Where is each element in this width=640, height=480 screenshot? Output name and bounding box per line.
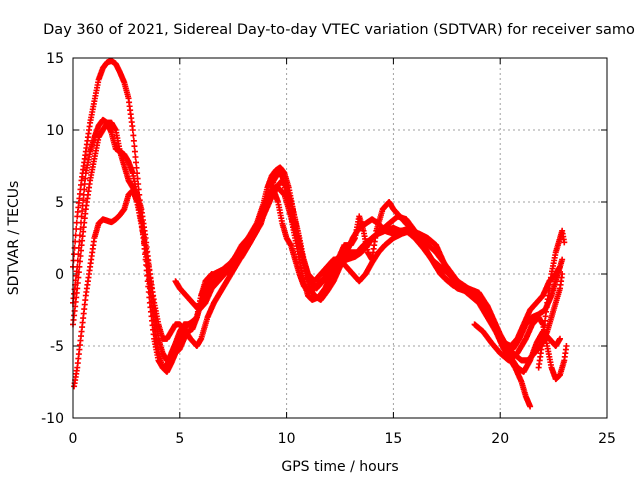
chart-title: Day 360 of 2021, Sidereal Day-to-day VTE… bbox=[43, 22, 635, 38]
data-point-marker bbox=[559, 271, 566, 277]
data-point-marker bbox=[129, 127, 136, 133]
data-point-marker bbox=[75, 269, 82, 276]
data-point-marker bbox=[78, 247, 85, 254]
data-point-marker bbox=[132, 154, 139, 160]
data-point-marker bbox=[71, 251, 78, 258]
data-point-marker bbox=[76, 263, 83, 270]
data-point-marker bbox=[130, 137, 137, 144]
x-tick-label: 15 bbox=[384, 431, 402, 447]
data-point-marker bbox=[133, 159, 140, 166]
data-point-marker bbox=[561, 239, 568, 246]
data-point-marker bbox=[135, 181, 142, 187]
x-tick-label: 10 bbox=[278, 431, 296, 447]
x-tick-labels: 0 5 10 15 20 25 bbox=[69, 431, 616, 447]
x-axis-label: GPS time / hours bbox=[281, 459, 398, 475]
data-point-marker bbox=[130, 132, 137, 139]
x-tick-label: 5 bbox=[175, 431, 184, 447]
data-point-marker bbox=[563, 343, 570, 349]
x-tick-label: 25 bbox=[598, 431, 616, 447]
series-track-5 bbox=[172, 177, 566, 364]
data-point-marker bbox=[73, 226, 80, 232]
y-tick-label: 10 bbox=[46, 123, 64, 139]
data-point-marker bbox=[74, 285, 81, 292]
data-point-marker bbox=[557, 263, 564, 270]
plot-area-border bbox=[72, 57, 608, 419]
data-markers bbox=[70, 57, 570, 410]
data-point-marker bbox=[131, 148, 138, 155]
y-tick-labels: -10 -5 0 5 10 15 bbox=[41, 51, 64, 427]
data-point-marker bbox=[557, 335, 564, 342]
data-point-marker bbox=[70, 257, 77, 264]
data-point-marker bbox=[134, 175, 141, 182]
data-point-marker bbox=[131, 143, 138, 150]
data-point-marker bbox=[527, 403, 534, 410]
data-point-marker bbox=[76, 258, 83, 265]
data-point-marker bbox=[80, 197, 87, 204]
series-track-7 bbox=[535, 227, 568, 371]
data-point-marker bbox=[133, 164, 140, 171]
data-point-marker bbox=[145, 283, 152, 290]
data-point-marker bbox=[134, 170, 141, 177]
x-tick-label: 20 bbox=[491, 431, 509, 447]
data-point-marker bbox=[82, 175, 89, 182]
data-point-marker bbox=[146, 294, 153, 301]
data-point-marker bbox=[75, 274, 82, 281]
y-tick-label: 0 bbox=[55, 267, 64, 283]
y-tick-label: 5 bbox=[55, 195, 64, 211]
data-point-marker bbox=[73, 219, 80, 226]
y-tick-label: -5 bbox=[50, 339, 64, 355]
y-tick-label: 15 bbox=[46, 51, 64, 67]
data-point-marker bbox=[72, 232, 79, 239]
data-point-marker bbox=[74, 280, 81, 286]
data-point-marker bbox=[559, 256, 566, 263]
data-point-marker bbox=[77, 253, 84, 259]
x-tick-label: 0 bbox=[69, 431, 78, 447]
y-axis-label: SDTVAR / TECUs bbox=[6, 181, 22, 296]
y-tick-label: -10 bbox=[41, 411, 64, 427]
data-point-marker bbox=[79, 208, 86, 214]
